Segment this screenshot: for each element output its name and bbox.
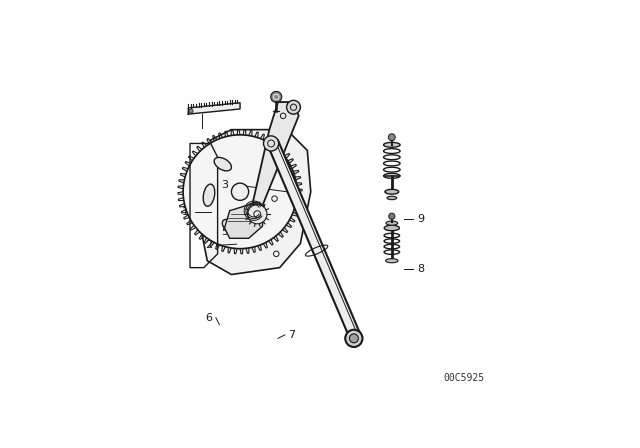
Ellipse shape <box>385 190 399 194</box>
Text: 6: 6 <box>205 313 212 323</box>
Text: 5: 5 <box>221 228 228 237</box>
Circle shape <box>388 134 396 141</box>
Polygon shape <box>200 129 311 275</box>
Text: 4: 4 <box>221 220 228 229</box>
Circle shape <box>189 109 193 113</box>
Polygon shape <box>225 202 264 238</box>
Ellipse shape <box>222 220 237 233</box>
Ellipse shape <box>386 221 397 225</box>
Polygon shape <box>188 103 240 114</box>
Circle shape <box>264 136 278 151</box>
Text: 00C5925: 00C5925 <box>444 373 485 383</box>
Text: 1: 1 <box>181 207 188 217</box>
Ellipse shape <box>387 196 397 200</box>
Text: 8: 8 <box>417 264 425 274</box>
Circle shape <box>349 334 358 343</box>
Text: 7: 7 <box>288 330 295 340</box>
Text: 9: 9 <box>417 214 425 224</box>
Polygon shape <box>268 141 361 340</box>
Polygon shape <box>252 102 299 206</box>
Circle shape <box>287 100 300 114</box>
Ellipse shape <box>204 184 215 206</box>
Circle shape <box>271 91 282 103</box>
Ellipse shape <box>383 142 400 147</box>
Ellipse shape <box>214 157 232 171</box>
Circle shape <box>345 330 362 347</box>
Circle shape <box>388 213 395 220</box>
Text: 3: 3 <box>221 180 228 190</box>
Ellipse shape <box>384 225 399 231</box>
Ellipse shape <box>386 258 398 263</box>
Circle shape <box>183 135 297 249</box>
Text: 2: 2 <box>205 240 212 250</box>
Circle shape <box>248 204 267 224</box>
Circle shape <box>232 183 249 200</box>
